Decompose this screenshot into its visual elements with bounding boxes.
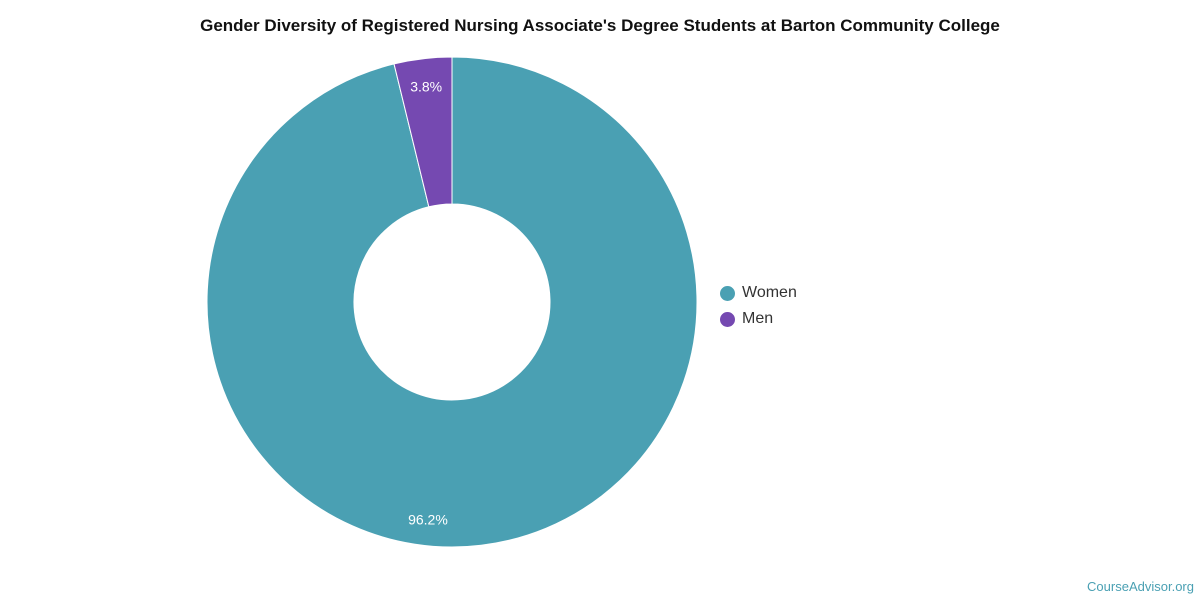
legend-item-men[interactable]: Men [720,306,797,332]
slice-women[interactable] [206,56,698,548]
legend-label-women: Women [742,284,797,301]
slice-men[interactable] [393,56,453,208]
chart-title: Gender Diversity of Registered Nursing A… [200,16,1000,35]
legend-item-women[interactable]: Women [720,280,797,306]
slice-label-women: 96.2% [408,512,448,528]
legend-swatch-men [720,311,735,327]
legend: Women Men [720,280,797,332]
legend-swatch-women [720,285,735,301]
source-credit[interactable]: CourseAdvisor.org [1087,579,1194,594]
slice-label-men: 3.8% [410,79,442,95]
legend-label-men: Men [742,310,774,327]
